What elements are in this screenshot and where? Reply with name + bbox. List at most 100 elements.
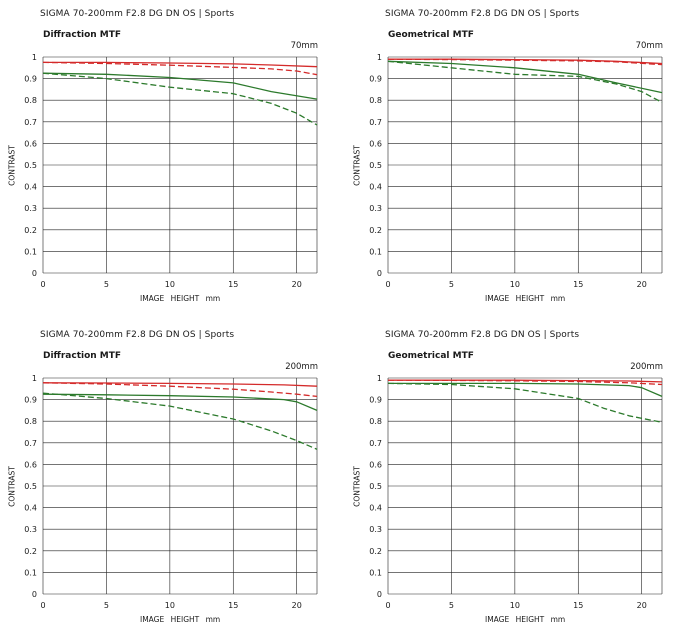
y-tick-label: 0.3	[369, 204, 382, 213]
mtf-panel-1: SIGMA 70-200mm F2.8 DG DN OS | Sports Di…	[0, 0, 340, 318]
x-tick-label: 15	[228, 280, 238, 289]
mtf-curve-green-dashed	[387, 382, 663, 423]
y-tick-label: 0.7	[24, 439, 37, 448]
mtf-curve-green-dashed	[42, 72, 318, 126]
mtf-plot: 00.10.20.30.40.50.60.70.80.910 5 10 15 20	[24, 53, 318, 289]
chart-title: SIGMA 70-200mm F2.8 DG DN OS | Sports	[385, 9, 580, 19]
x-tick-label: 5	[104, 280, 109, 289]
y-tick-label: 0	[377, 269, 382, 278]
mtf-curve-green-solid	[388, 382, 663, 397]
y-tick-label: 1	[32, 53, 37, 62]
x-tick-label: 10	[165, 280, 175, 289]
x-tick-label: 10	[165, 601, 175, 610]
y-tick-label: 0.4	[24, 183, 37, 192]
x-tick-label: 5	[449, 280, 454, 289]
y-tick-label: 1	[377, 53, 382, 62]
y-tick-label: 0.8	[24, 96, 37, 105]
focal-length-label: 200mm	[285, 362, 318, 372]
y-tick-label: 0.2	[24, 226, 37, 235]
y-tick-label: 0.7	[369, 439, 382, 448]
x-tick-label: 15	[573, 601, 583, 610]
y-tick-label: 0.6	[369, 139, 382, 148]
mtf-curve-green-solid	[42, 72, 318, 100]
y-tick-label: 0.9	[369, 396, 382, 405]
y-tick-label: 0.1	[24, 247, 37, 256]
chart-subtitle: Diffraction MTF	[43, 351, 122, 361]
x-tick-label: 10	[510, 601, 520, 610]
mtf-plot: 00.10.20.30.40.50.60.70.80.910 5 10 15 20	[369, 53, 663, 289]
y-tick-label: 0.2	[24, 547, 37, 556]
chart-subtitle: Geometrical MTF	[388, 30, 474, 40]
mtf-curve-red-dashed	[42, 382, 318, 398]
y-tick-label: 0	[377, 590, 382, 599]
x-tick-label: 10	[510, 280, 520, 289]
focal-length-label: 70mm	[290, 41, 318, 51]
mtf-curve-red-dashed	[387, 58, 663, 66]
y-tick-label: 0.3	[24, 204, 37, 213]
focal-length-label: 200mm	[630, 362, 663, 372]
y-tick-label: 0.4	[369, 504, 382, 513]
mtf-panel-4: SIGMA 70-200mm F2.8 DG DN OS | Sports Ge…	[345, 321, 680, 639]
y-tick-label: 0.8	[369, 417, 382, 426]
chart-title: SIGMA 70-200mm F2.8 DG DN OS | Sports	[385, 330, 580, 340]
x-tick-label: 20	[292, 280, 302, 289]
x-tick-label: 5	[449, 601, 454, 610]
y-tick-label: 0.7	[369, 118, 382, 127]
mtf-curve-red-dashed	[42, 61, 318, 76]
y-tick-label: 0.3	[24, 525, 37, 534]
y-tick-label: 0.9	[24, 396, 37, 405]
x-tick-label: 20	[637, 280, 647, 289]
y-tick-label: 0.8	[369, 96, 382, 105]
y-tick-label: 0.6	[369, 460, 382, 469]
y-tick-label: 0.5	[369, 161, 382, 170]
focal-length-label: 70mm	[635, 41, 663, 51]
y-tick-label: 0.5	[24, 161, 37, 170]
mtf-plot: 00.10.20.30.40.50.60.70.80.910 5 10 15 20	[369, 374, 663, 610]
y-tick-label: 0.1	[369, 247, 382, 256]
y-tick-label: 1	[32, 374, 37, 383]
y-tick-label: 0.1	[369, 568, 382, 577]
y-tick-label: 0.8	[24, 417, 37, 426]
mtf-curve-red-dashed	[387, 379, 663, 386]
y-tick-label: 0.4	[24, 504, 37, 513]
mtf-curve-red-solid	[388, 379, 663, 383]
chart-subtitle: Geometrical MTF	[388, 351, 474, 361]
x-tick-label: 0	[385, 280, 390, 289]
y-tick-label: 0.6	[24, 139, 37, 148]
mtf-curve-green-dashed	[42, 392, 318, 450]
y-tick-label: 0	[32, 590, 37, 599]
mtf-curve-red-solid	[43, 61, 318, 68]
y-tick-label: 0.9	[24, 75, 37, 84]
y-tick-label: 0	[32, 269, 37, 278]
x-axis-label: IMAGE HEIGHT mm	[140, 294, 221, 303]
y-tick-label: 0.5	[369, 482, 382, 491]
y-tick-label: 0.1	[24, 568, 37, 577]
mtf-curve-green-solid	[42, 393, 318, 411]
chart-title: SIGMA 70-200mm F2.8 DG DN OS | Sports	[40, 9, 235, 19]
mtf-panel-3: SIGMA 70-200mm F2.8 DG DN OS | Sports Di…	[0, 321, 340, 639]
x-tick-label: 15	[573, 280, 583, 289]
y-tick-label: 0.4	[369, 183, 382, 192]
x-tick-label: 0	[40, 601, 45, 610]
x-tick-label: 20	[637, 601, 647, 610]
x-tick-label: 0	[40, 280, 45, 289]
y-tick-label: 0.2	[369, 226, 382, 235]
chart-title: SIGMA 70-200mm F2.8 DG DN OS | Sports	[40, 330, 235, 340]
x-axis-label: IMAGE HEIGHT mm	[485, 615, 566, 624]
y-tick-label: 0.6	[24, 460, 37, 469]
x-tick-label: 15	[228, 601, 238, 610]
y-tick-label: 1	[377, 374, 382, 383]
y-tick-label: 0.2	[369, 547, 382, 556]
x-tick-label: 0	[385, 601, 390, 610]
mtf-curve-red-solid	[42, 382, 318, 387]
x-axis-label: IMAGE HEIGHT mm	[140, 615, 221, 624]
mtf-panel-2: SIGMA 70-200mm F2.8 DG DN OS | Sports Ge…	[345, 0, 680, 318]
y-tick-label: 0.7	[24, 118, 37, 127]
y-tick-label: 0.9	[369, 75, 382, 84]
chart-subtitle: Diffraction MTF	[43, 30, 122, 40]
mtf-curve-green-solid	[387, 60, 663, 94]
y-tick-label: 0.5	[24, 482, 37, 491]
y-tick-label: 0.3	[369, 525, 382, 534]
x-tick-label: 20	[292, 601, 302, 610]
x-axis-label: IMAGE HEIGHT mm	[485, 294, 566, 303]
